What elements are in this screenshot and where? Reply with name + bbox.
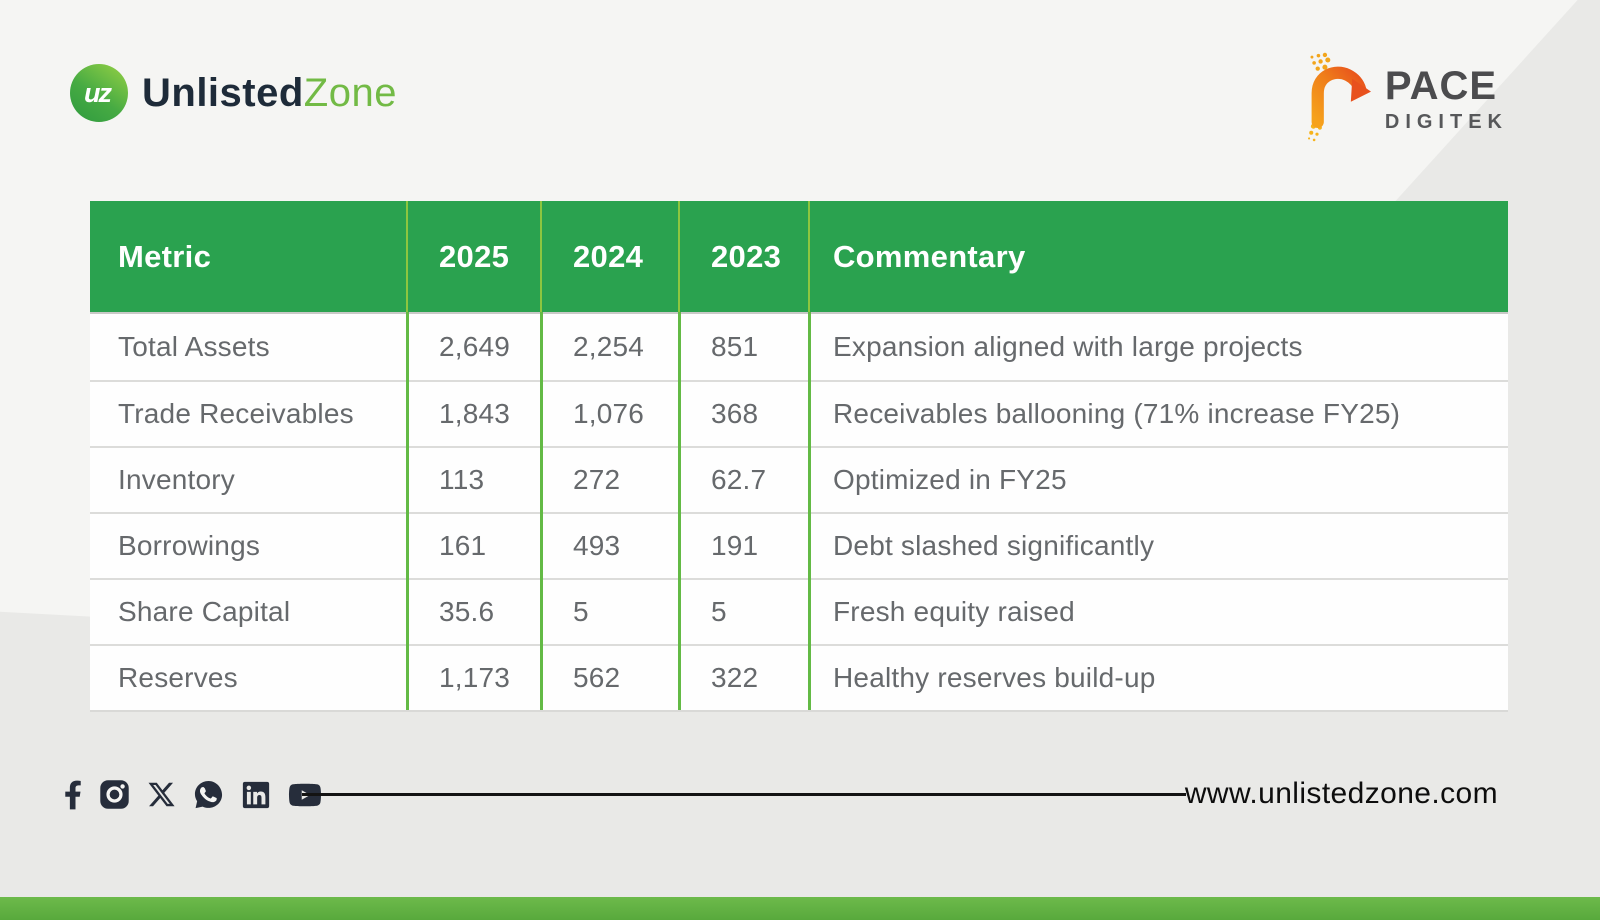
column-header-2025: 2025 — [439, 238, 510, 274]
column-header-2023: 2023 — [711, 238, 782, 274]
cell-metric: Total Assets — [118, 331, 270, 362]
table-row-total-assets: Total Assets 2,649 2,254 851 Expansion a… — [90, 314, 1508, 380]
column-header-commentary: Commentary — [833, 238, 1026, 274]
cell-2023: 62.7 — [711, 464, 767, 495]
brand-name-primary: Unlisted — [142, 70, 304, 115]
cell-2023: 851 — [711, 331, 759, 362]
table-row-reserves: Reserves 1,173 562 322 Healthy reserves … — [90, 644, 1508, 710]
cell-metric: Reserves — [118, 662, 238, 693]
header-column-divider — [406, 201, 408, 312]
brand-name: UnlistedZone — [142, 71, 397, 116]
table-row-share-capital: Share Capital 35.6 5 5 Fresh equity rais… — [90, 578, 1508, 644]
whatsapp-icon[interactable] — [193, 779, 224, 810]
cell-2024: 562 — [573, 662, 621, 693]
cell-2023: 368 — [711, 398, 759, 429]
table-row-trade-receivables: Trade Receivables 1,843 1,076 368 Receiv… — [90, 380, 1508, 446]
brand-name-secondary: Zone — [303, 70, 397, 115]
partner-name: PACE — [1384, 63, 1498, 108]
social-icons — [64, 779, 322, 810]
cell-2025: 35.6 — [439, 596, 495, 627]
x-icon[interactable] — [147, 780, 176, 809]
cell-2023: 191 — [711, 530, 759, 561]
linkedin-icon[interactable] — [241, 780, 271, 810]
youtube-icon[interactable] — [288, 780, 322, 810]
table-row-inventory: Inventory 113 272 62.7 Optimized in FY25 — [90, 446, 1508, 512]
column-header-metric: Metric — [118, 238, 212, 274]
cell-2024: 493 — [573, 530, 621, 561]
body-column-divider — [540, 312, 543, 710]
cell-metric: Borrowings — [118, 530, 261, 561]
cell-2025: 113 — [439, 464, 485, 495]
header-column-divider — [678, 201, 680, 312]
cell-2023: 5 — [711, 596, 727, 627]
cell-2024: 2,254 — [573, 331, 645, 362]
pace-digitek-logo: PACE DIGITEK — [1299, 48, 1508, 149]
header-column-divider — [540, 201, 542, 312]
cell-2025: 1,173 — [439, 662, 511, 693]
partner-subname: DIGITEK — [1384, 110, 1508, 133]
facebook-icon[interactable] — [64, 780, 82, 810]
cell-2025: 1,843 — [439, 398, 511, 429]
column-header-2024: 2024 — [573, 238, 644, 274]
instagram-icon[interactable] — [99, 779, 130, 810]
uz-logo-initials: uz — [84, 77, 112, 108]
cell-2023: 322 — [711, 662, 759, 693]
financial-table: Metric 2025 2024 2023 Commentary Total A… — [90, 201, 1508, 712]
table-header-row: Metric 2025 2024 2023 Commentary — [90, 201, 1508, 312]
cell-commentary: Healthy reserves build-up — [833, 662, 1156, 693]
body-column-divider — [678, 312, 681, 710]
uz-logo-icon: uz — [70, 64, 128, 122]
table-body: Total Assets 2,649 2,254 851 Expansion a… — [90, 312, 1508, 712]
cell-commentary: Receivables ballooning (71% increase FY2… — [833, 398, 1401, 429]
bottom-accent-bar — [0, 897, 1600, 920]
cell-2024: 1,076 — [573, 398, 645, 429]
pace-wordmark: PACE DIGITEK — [1385, 66, 1508, 132]
cell-commentary: Expansion aligned with large projects — [833, 331, 1303, 362]
unlistedzone-logo: uz UnlistedZone — [70, 64, 397, 122]
table-row-borrowings: Borrowings 161 493 191 Debt slashed sign… — [90, 512, 1508, 578]
cell-metric: Share Capital — [118, 596, 291, 627]
cell-2024: 272 — [573, 464, 621, 495]
cell-commentary: Debt slashed significantly — [833, 530, 1155, 561]
body-column-divider — [808, 312, 811, 710]
cell-metric: Inventory — [118, 464, 235, 495]
cell-commentary: Optimized in FY25 — [833, 464, 1067, 495]
website-link[interactable]: www.unlistedzone.com — [1184, 777, 1498, 810]
cell-metric: Trade Receivables — [118, 398, 354, 429]
cell-2024: 5 — [573, 596, 589, 627]
pace-arrow-icon — [1299, 48, 1371, 149]
cell-2025: 2,649 — [439, 331, 511, 362]
footer-divider — [302, 793, 1186, 796]
cell-commentary: Fresh equity raised — [833, 596, 1075, 627]
body-column-divider — [406, 312, 409, 710]
cell-2025: 161 — [439, 530, 487, 561]
header-column-divider — [808, 201, 810, 312]
